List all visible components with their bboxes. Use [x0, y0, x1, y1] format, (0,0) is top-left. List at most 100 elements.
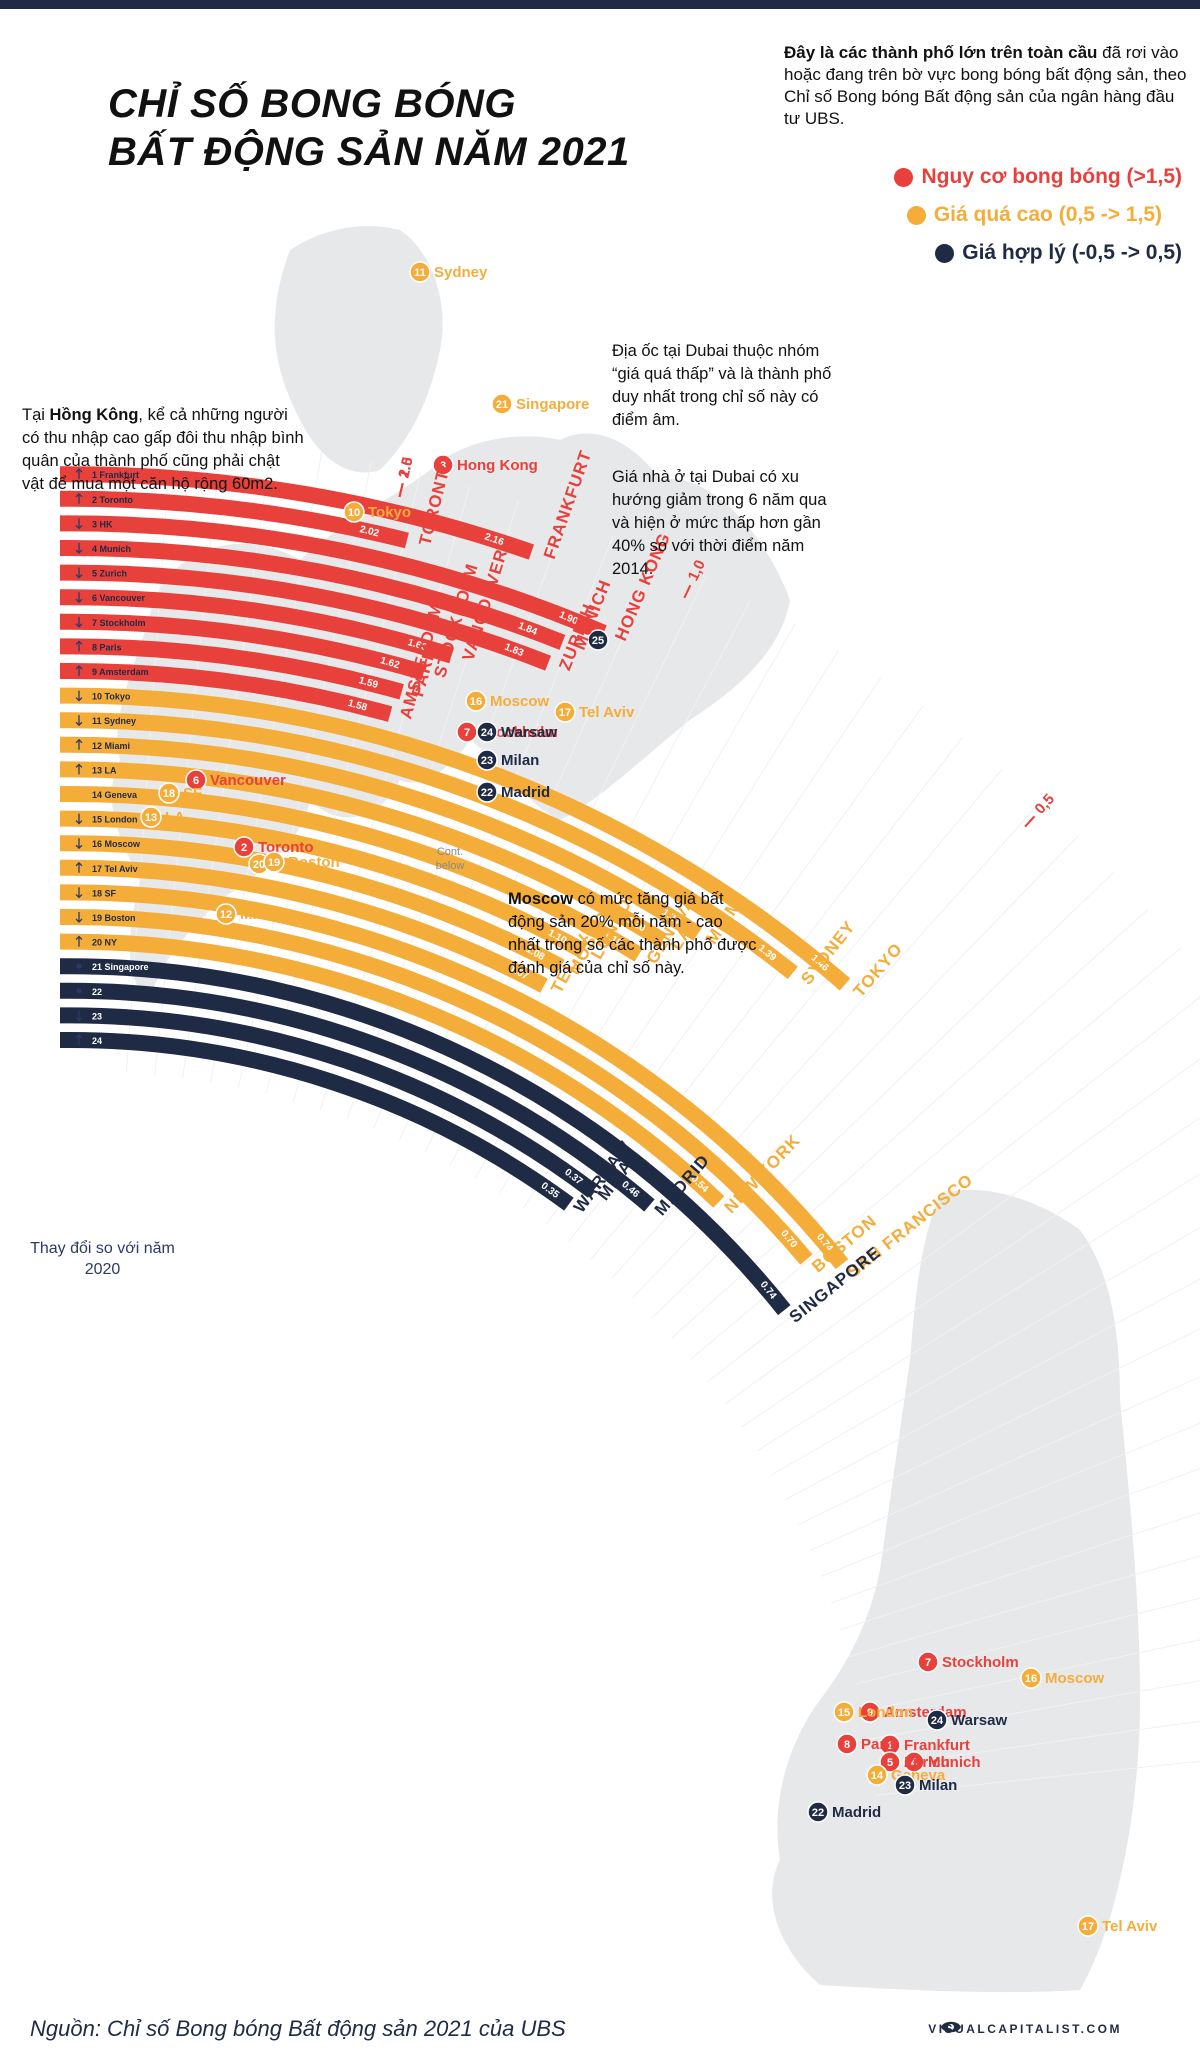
world-pin-number: 21 — [496, 399, 508, 411]
down-arrow-icon — [75, 715, 83, 727]
down-arrow-icon — [75, 838, 83, 850]
arc-bar-8 — [60, 638, 404, 700]
arc-bar-7 — [60, 613, 426, 681]
arc-bar-3 — [60, 515, 607, 641]
fair-dot-icon — [935, 243, 955, 263]
rank-label-7: 7 Stockholm — [92, 618, 146, 628]
guide-ray — [862, 1639, 1200, 1713]
europe-pin-16 — [1020, 1667, 1042, 1689]
europe-pin-15 — [833, 1701, 855, 1723]
arc-bar-19 — [60, 909, 813, 1265]
world-pin-label: Madrid — [501, 784, 550, 801]
world-pin-10 — [343, 501, 365, 523]
europe-pin-label: Munich — [928, 1754, 981, 1771]
arc-bar-2 — [60, 490, 409, 549]
arc-bar-1 — [60, 466, 535, 560]
rank-label-8: 8 Paris — [92, 642, 122, 652]
brand-logo-icon — [941, 2021, 961, 2033]
rank-label-20: 20 NY — [92, 938, 117, 948]
europe-landmass — [772, 1189, 1140, 1993]
world-pin-12 — [215, 903, 237, 925]
europe-pin-label: Milan — [919, 1777, 957, 1794]
rank-label-1: 1 Frankfurt — [92, 470, 139, 480]
guide-ray — [707, 996, 1200, 1382]
rank-label-12: 12 Miami — [92, 741, 130, 751]
risk-dot-icon — [894, 167, 914, 187]
world-pin-label: Stockholm — [481, 724, 558, 741]
world-pin-17 — [554, 701, 576, 723]
rank-label-17: 17 Tel Aviv — [92, 864, 138, 874]
world-pin-13 — [140, 806, 162, 828]
europe-pin-number: 17 — [1082, 1921, 1094, 1933]
world-pin-label: Tel Aviv — [579, 704, 635, 721]
hk-note-post: , kể cả những người có thu nhập cao gấp … — [22, 406, 304, 493]
arc-bar-10 — [60, 687, 851, 991]
rank-label-5: 5 Zurich — [92, 569, 127, 579]
europe-pin-number: 14 — [871, 1770, 884, 1782]
world-pin-number: 22 — [481, 787, 493, 799]
rank-label-10: 10 Tokyo — [92, 692, 131, 702]
rank-label-16: 16 Moscow — [92, 839, 141, 849]
down-arrow-icon — [75, 813, 83, 825]
world-pin-label: SF — [183, 785, 202, 802]
world-landmass — [111, 433, 791, 1001]
moscow-note-rest: có mức tăng giá bất động sản 20% mỗi năm… — [508, 890, 757, 977]
arc-bar-23 — [60, 1007, 598, 1198]
rank-label-24: 24 — [92, 1036, 102, 1046]
down-arrow-icon — [75, 592, 83, 604]
guide-ray — [830, 1468, 1200, 1604]
world-pin-label: Boston — [288, 854, 340, 871]
no-change-dot-icon — [76, 963, 82, 969]
up-arrow-icon — [75, 763, 83, 775]
world-pin-19 — [263, 851, 285, 873]
europe-pin-label: London — [858, 1704, 913, 1721]
europe-pin-9 — [859, 1701, 881, 1723]
scale-label: 2.0 — [395, 456, 416, 480]
world-pin-label: Tokyo — [368, 504, 411, 521]
arc-bar-18 — [60, 884, 849, 1270]
europe-pin-number: 22 — [812, 1807, 824, 1819]
down-arrow-icon — [75, 912, 83, 923]
up-arrow-icon — [75, 861, 83, 873]
guide-ray — [741, 1117, 1200, 1428]
world-pin-number: 25 — [592, 635, 604, 647]
world-pin-label: Warsaw — [501, 724, 557, 741]
europe-pin-label: Frankfurt — [904, 1737, 970, 1754]
arc-bar-16 — [60, 835, 565, 974]
world-pin-label: Hong Kong — [457, 457, 538, 474]
moscow-note-bold: Moscow — [508, 890, 574, 908]
world-pin-label: Moscow — [490, 693, 550, 710]
world-pin-number: 7 — [464, 727, 470, 739]
world-pin-number: 18 — [163, 788, 175, 800]
world-pin-11 — [409, 261, 431, 283]
up-arrow-icon — [75, 1034, 83, 1045]
europe-pin-label: Stockholm — [942, 1654, 1019, 1671]
rank-label-18: 18 SF — [92, 888, 117, 898]
world-pin-22 — [476, 781, 498, 803]
legend: Nguy cơ bong bóng (>1,5) Giá quá cao (0,… — [894, 165, 1182, 279]
scale-tick — [1024, 815, 1036, 828]
europe-pin-number: 4 — [911, 1757, 918, 1769]
europe-pin-label: Warsaw — [951, 1712, 1007, 1729]
rank-label-3: 3 HK — [92, 519, 113, 529]
europe-pin-label: Zurich — [904, 1754, 950, 1771]
down-arrow-icon — [75, 1010, 83, 1022]
legend-over: Giá quá cao (0,5 -> 1,5) — [894, 203, 1162, 227]
rank-label-23: 23 — [92, 1011, 102, 1021]
arc-bar-22 — [60, 982, 655, 1212]
dubai-note-2: Giá nhà ở tại Dubai có xu hướng giảm tro… — [612, 468, 827, 578]
europe-pin-5 — [879, 1751, 901, 1773]
world-pin-number: 11 — [414, 267, 426, 279]
world-pin-number: 24 — [481, 727, 494, 739]
world-pin-23 — [476, 749, 498, 771]
top-bar — [0, 0, 1200, 9]
arc-bars — [60, 466, 851, 1316]
guide-ray — [809, 1376, 1200, 1552]
world-pin-18 — [158, 782, 180, 804]
world-pin-number: 13 — [145, 812, 157, 824]
no-change-dot-icon — [76, 988, 82, 994]
down-arrow-icon — [75, 543, 83, 554]
europe-pin-7 — [917, 1651, 939, 1673]
moscow-note: Moscow có mức tăng giá bất động sản 20% … — [508, 888, 758, 980]
world-pin-number: 10 — [348, 507, 360, 519]
